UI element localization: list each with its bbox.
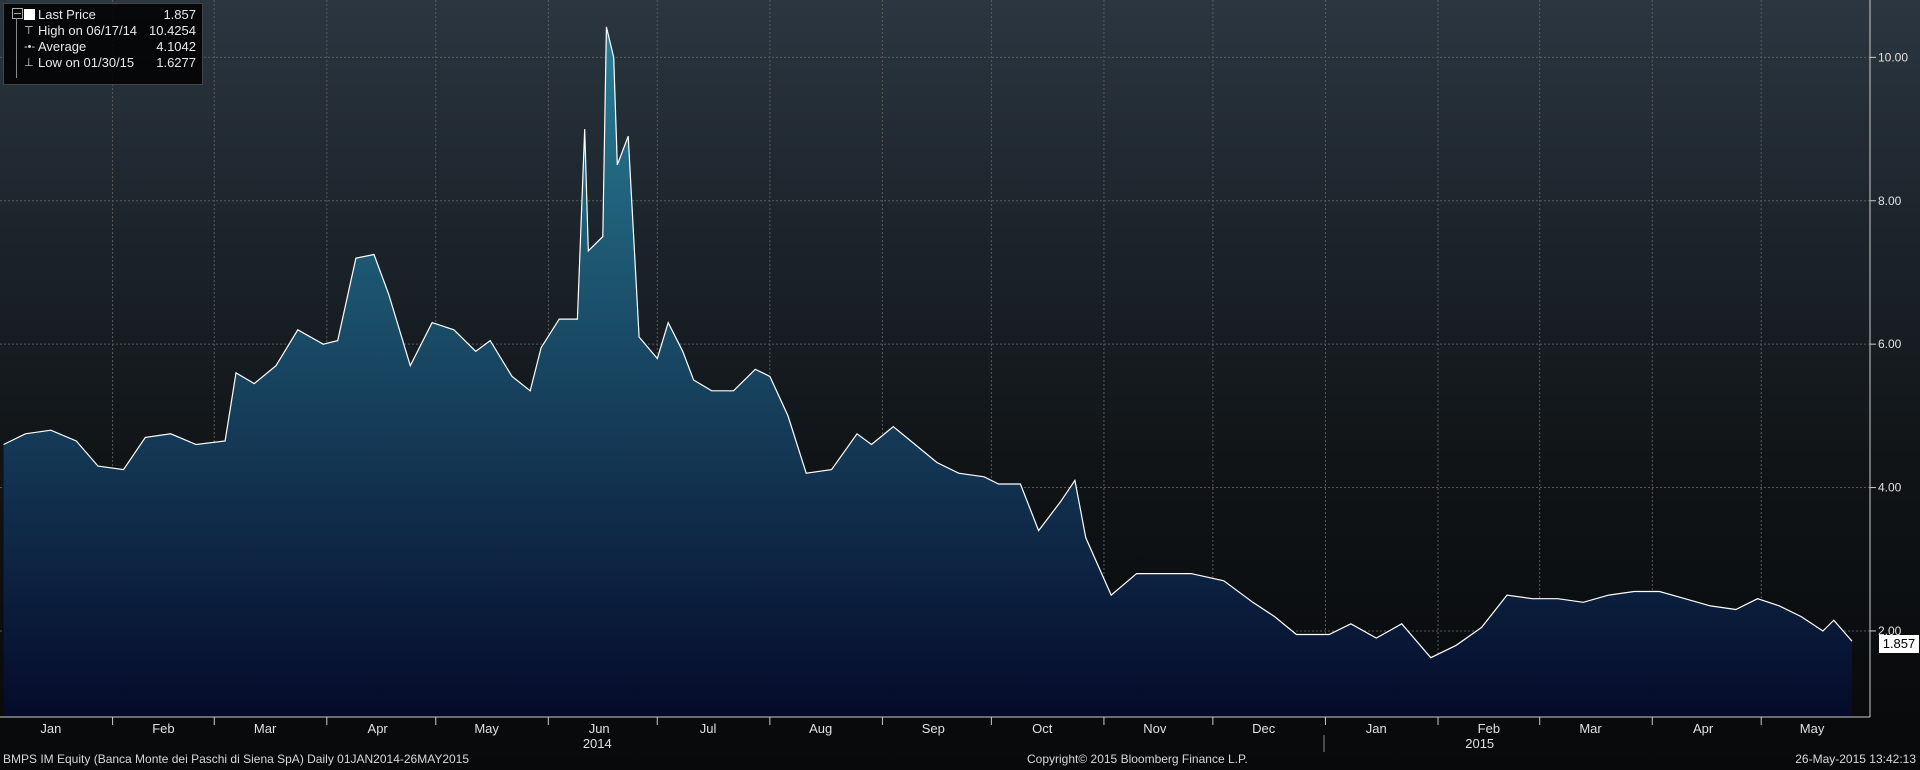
low-marker-icon: ⊥	[24, 57, 34, 69]
legend-row-low: ⊥ Low on 01/30/15 1.6277	[4, 55, 202, 71]
x-tick-label: Aug	[809, 721, 832, 736]
x-tick-label: May	[474, 721, 499, 736]
x-tick-label: Mar	[254, 721, 277, 736]
y-tick-label: 8.00	[1878, 194, 1902, 208]
legend-average-label: Average	[38, 39, 87, 54]
x-tick-label: Feb	[152, 721, 174, 736]
legend-last-price-label: Last Price	[38, 7, 96, 22]
y-tick-label: 6.00	[1878, 337, 1902, 351]
x-year-label: 2014	[583, 736, 612, 751]
price-line	[3, 26, 1853, 659]
y-tick-label: 10.00	[1878, 50, 1908, 64]
x-tick-label: Feb	[1478, 721, 1500, 736]
last-price-swatch-icon	[24, 9, 35, 20]
legend-high-label: High on 06/17/14	[38, 23, 138, 38]
legend-high-value: 10.4254	[149, 23, 196, 38]
footer-timestamp: 26-May-2015 13:42:13	[1795, 752, 1916, 766]
legend: Last Price 1.857 ⊤ High on 06/17/14 10.4…	[3, 3, 203, 85]
last-price-tag: 1.857	[1879, 635, 1919, 653]
x-tick-label: Mar	[1579, 721, 1602, 736]
x-tick-label: Jan	[1366, 721, 1387, 736]
footer-copyright: Copyright© 2015 Bloomberg Finance L.P.	[1027, 752, 1248, 766]
x-tick-label: Apr	[1693, 721, 1714, 736]
x-tick-label: Apr	[368, 721, 389, 736]
footer-security-info: BMPS IM Equity (Banca Monte dei Paschi d…	[3, 752, 470, 766]
x-tick-label: Sep	[922, 721, 945, 736]
legend-average-value: 4.1042	[156, 39, 196, 54]
x-tick-label: Jun	[589, 721, 610, 736]
x-tick-label: Dec	[1252, 721, 1276, 736]
average-marker-icon: -•-	[24, 41, 36, 53]
price-area	[3, 26, 1853, 717]
high-marker-icon: ⊤	[24, 25, 34, 37]
y-tick-label: 2.00	[1878, 624, 1902, 638]
legend-tree-line	[16, 18, 17, 78]
legend-row-last-price: Last Price 1.857	[4, 7, 202, 23]
x-year-label: 2015	[1465, 736, 1494, 751]
y-ticks: 2.00 4.00 6.00 8.00 10.00	[1870, 50, 1908, 638]
x-tick-label: Jan	[40, 721, 61, 736]
legend-row-high: ⊤ High on 06/17/14 10.4254	[4, 23, 202, 39]
x-tick-label: Oct	[1032, 721, 1053, 736]
x-ticks: Jan Feb Mar Apr May Jun Jul Aug Sep Oct Nov Dec Jan F…	[40, 717, 1825, 751]
collapse-icon[interactable]	[12, 8, 23, 19]
y-tick-label: 4.00	[1878, 481, 1902, 495]
legend-low-value: 1.6277	[156, 55, 196, 70]
x-tick-label: Jul	[700, 721, 717, 736]
legend-low-label: Low on 01/30/15	[38, 55, 135, 70]
x-tick-label: Nov	[1143, 721, 1167, 736]
x-tick-label: May	[1800, 721, 1825, 736]
legend-last-price-value: 1.857	[163, 7, 196, 22]
legend-row-average: -•- Average 4.1042	[4, 39, 202, 55]
